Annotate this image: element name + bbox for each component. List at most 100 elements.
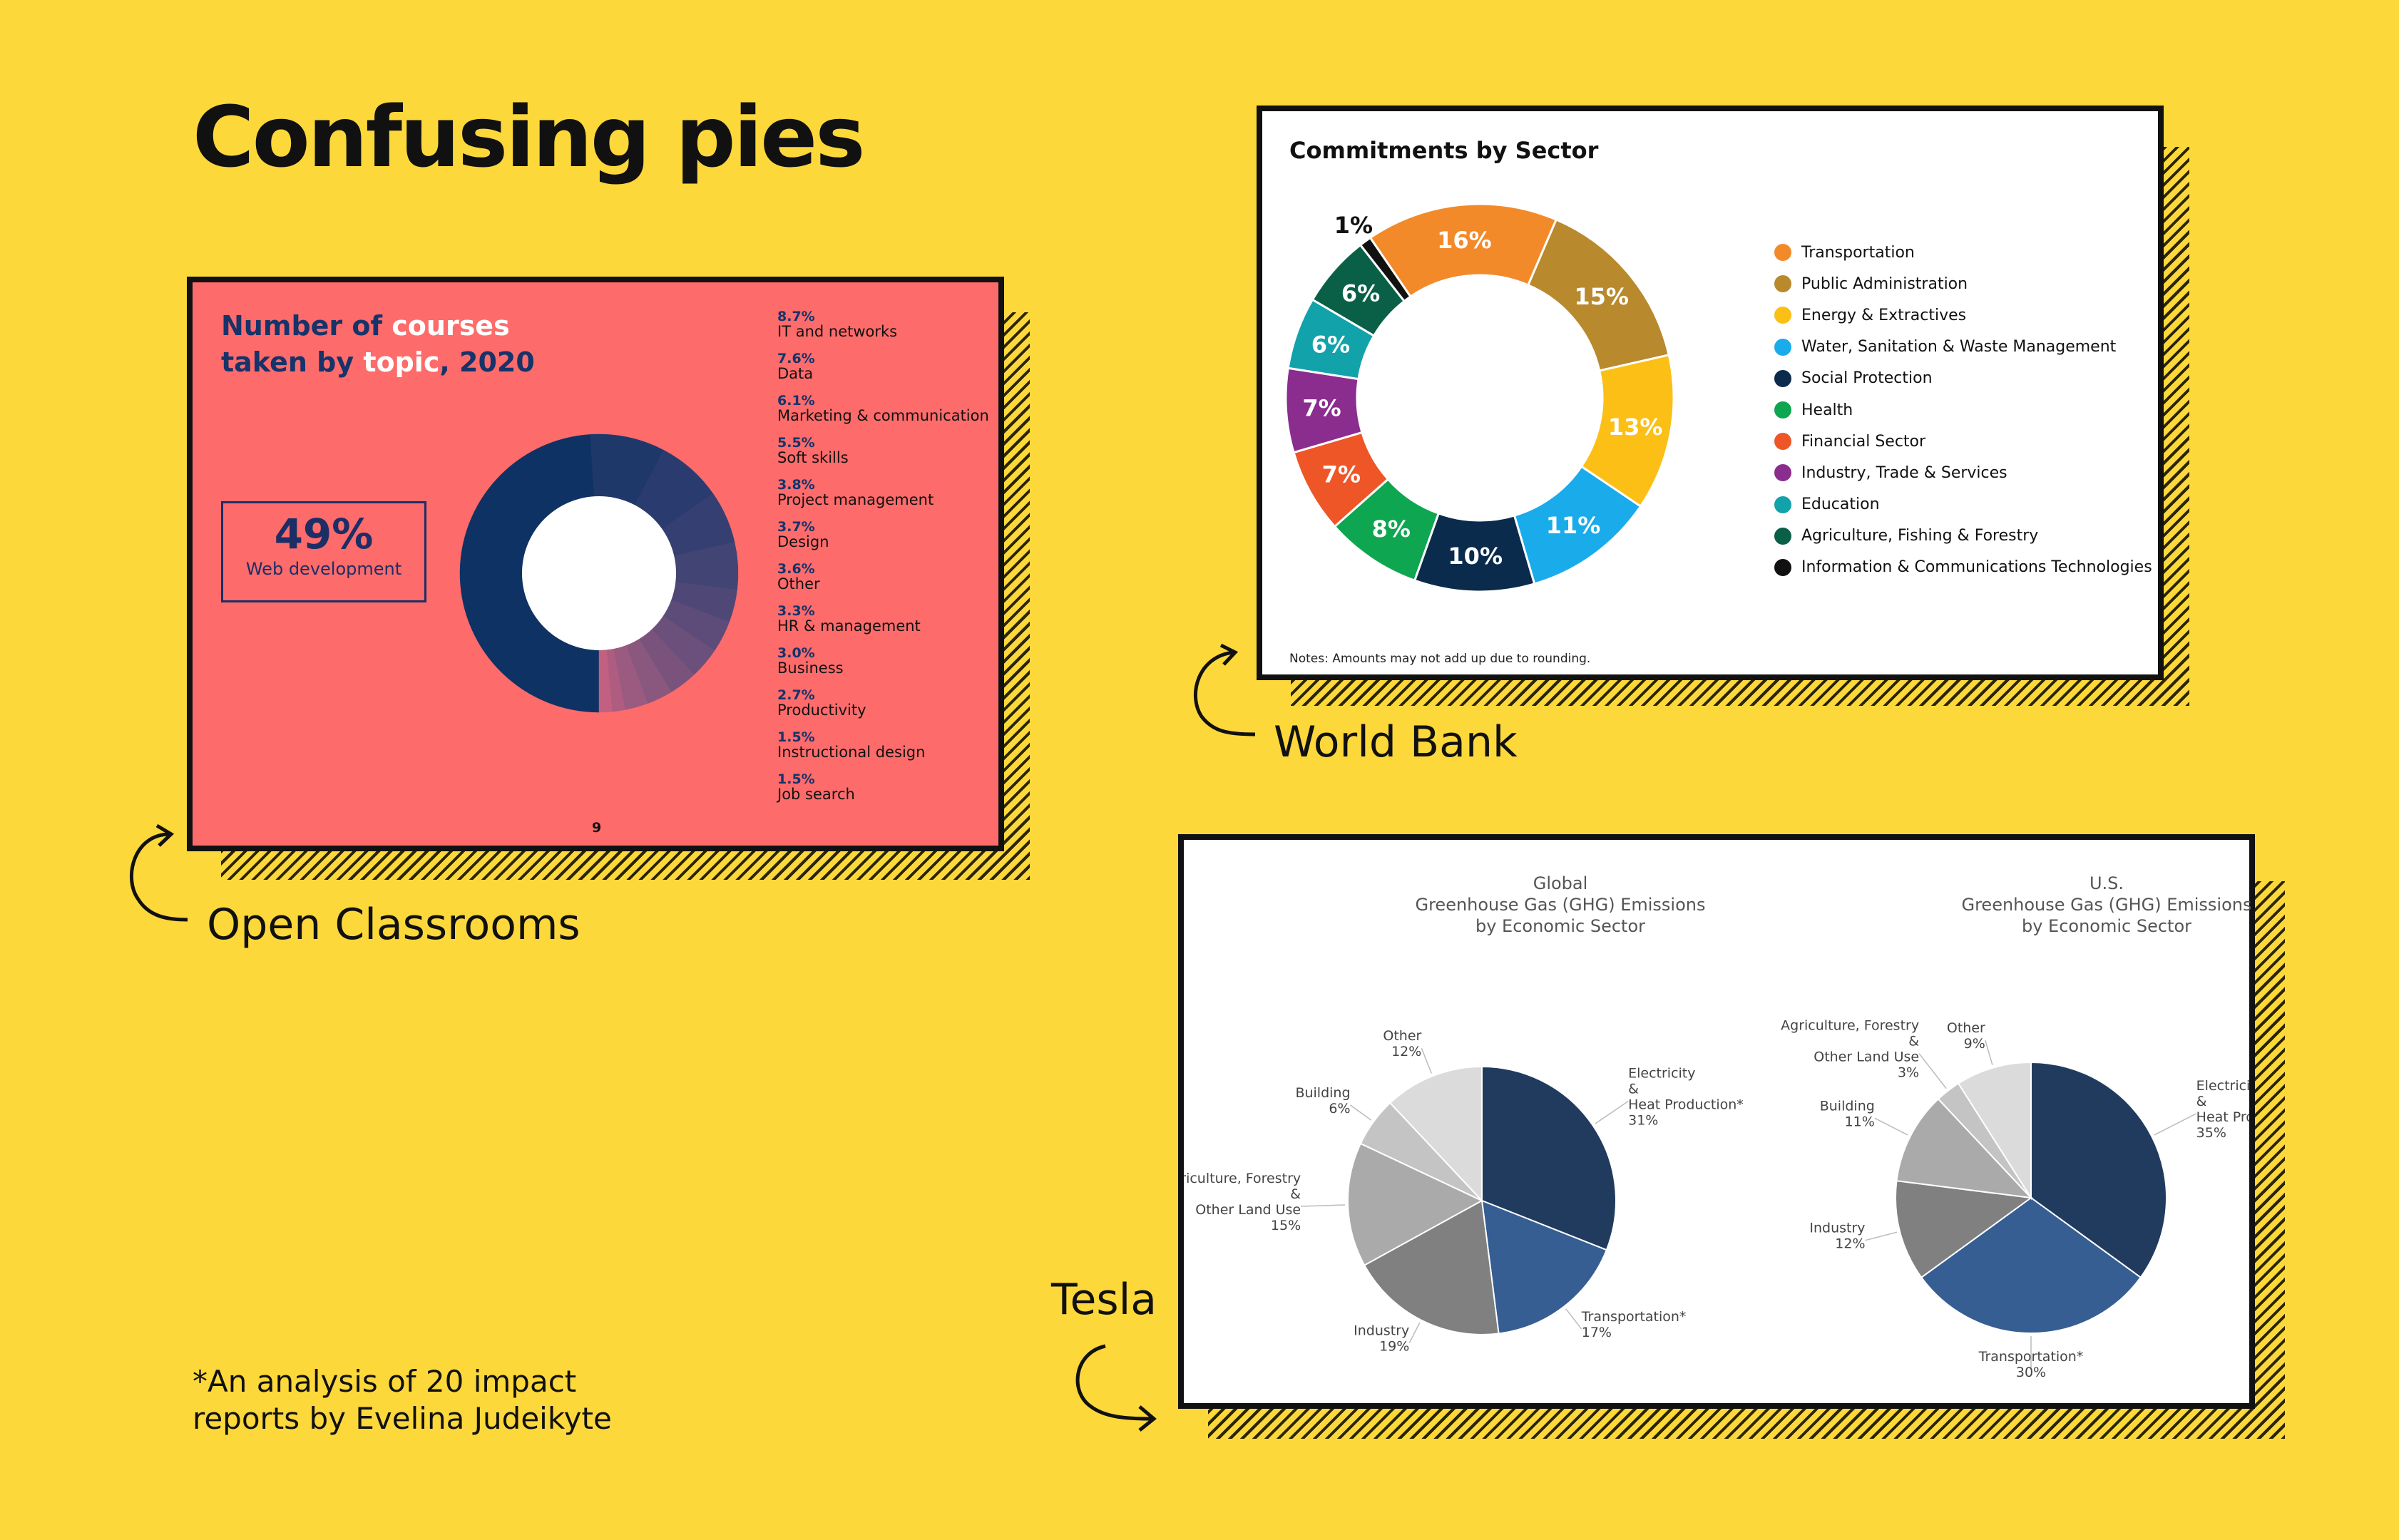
wb-slice-label: 1% [1334, 212, 1373, 239]
wb-legend-label: Water, Sanitation & Waste Management [1801, 338, 2117, 356]
tesla-us-title-line2: Greenhouse Gas (GHG) Emissions [1961, 895, 2252, 915]
wb-slice-label: 8% [1372, 515, 1411, 543]
wb-legend-label: Education [1801, 496, 1880, 514]
ts-us-slice-other [1957, 1061, 2032, 1201]
wb-legend-label: Transportation [1801, 243, 1915, 262]
oc-legend-item: 5.5% Soft skills [777, 436, 989, 478]
oc-legend-item: 3.8% Project management [777, 478, 989, 520]
oc-legend-value: 3.8% [777, 477, 815, 493]
wb-legend-swatch [1774, 338, 1791, 356]
ts-global-slice-electricity-heat-production [1481, 1065, 1617, 1251]
oc-legend-label: Other [777, 575, 820, 592]
ts-global-slice-industry [1363, 1199, 1500, 1335]
wb-legend-swatch [1774, 275, 1791, 293]
ts-global-leader-line [1301, 1204, 1346, 1207]
oc-callout-value: 49% [274, 510, 374, 558]
wb-chart-title: Commitments by Sector [1289, 137, 1599, 164]
ts-global-leader-line [1350, 1104, 1372, 1121]
wb-legend-label: Financial Sector [1801, 432, 1926, 451]
oc-legend-item: 8.7% IT and networks [777, 309, 989, 351]
ts-global-slice-label: Other 12% [1383, 1028, 1421, 1059]
tesla-panel: Global Greenhouse Gas (GHG) Emissions by… [1178, 834, 2255, 1409]
open-classrooms-panel: Number of courses taken by topic, 2020 4… [187, 277, 1004, 851]
oc-callout-label: Web development [245, 559, 402, 579]
footnote: *An analysis of 20 impact reports by Eve… [193, 1363, 612, 1437]
wb-donut-chart: 16% 15% 13% 11% 10% 8% 7% 7% 6% 6% 1% [1284, 202, 1675, 593]
wb-legend-swatch [1774, 369, 1791, 387]
ts-us-slice-transportation [1920, 1196, 2142, 1334]
tesla-global-title-line1: Global [1533, 873, 1588, 893]
ts-us-slice-label: Other 9% [1947, 1020, 1985, 1052]
tesla-global-title: Global Greenhouse Gas (GHG) Emissions by… [1346, 873, 1774, 937]
oc-legend-item: 3.3% HR & management [777, 604, 989, 646]
wb-slice-label: 10% [1448, 543, 1503, 570]
wb-note: Notes: Amounts may not add up due to rou… [1289, 652, 1591, 666]
ts-global-slice-label: Transportation* 17% [1581, 1309, 1687, 1340]
ts-global-slice-transportation [1480, 1199, 1608, 1335]
wb-slice-label: 7% [1302, 395, 1341, 422]
oc-legend-item: 6.1% Marketing & communication [777, 394, 989, 436]
oc-title-part4: topic [363, 346, 440, 378]
wb-legend-item: Health [1774, 394, 2152, 426]
oc-legend-label: Data [777, 365, 814, 382]
ts-us-slice-electricity-heat-production [2030, 1061, 2167, 1279]
oc-legend-item: 7.6% Data [777, 351, 989, 394]
wb-slice-label: 6% [1311, 331, 1350, 358]
ts-global-leader-line [1408, 1322, 1421, 1343]
oc-legend-item: 2.7% Productivity [777, 688, 989, 730]
wb-legend-item: Public Administration [1774, 268, 2152, 299]
wb-legend-item: Social Protection [1774, 363, 2152, 394]
oc-title-part2: courses [392, 310, 510, 342]
page-title: Confusing pies [193, 88, 865, 186]
oc-legend-value: 1.5% [777, 771, 815, 787]
oc-callout: 49% Web development [221, 501, 426, 602]
oc-legend-label: Productivity [777, 702, 866, 719]
ts-us-leader-line [1865, 1231, 1898, 1241]
wb-legend-item: Financial Sector [1774, 426, 2152, 457]
oc-legend-item: 3.6% Other [777, 562, 989, 604]
caption-tesla: Tesla [1051, 1275, 1157, 1325]
ts-us-slice-label: Transportation* 30% [1978, 1349, 2084, 1380]
world-bank-panel: Commitments by Sector 16% 15% 13% 11% 10% 8% 7… [1257, 106, 2164, 680]
wb-slice-label: 6% [1341, 280, 1380, 307]
wb-legend-swatch [1774, 464, 1791, 482]
tesla-us-title-line1: U.S. [2089, 873, 2124, 893]
ts-us-leader-line [1985, 1040, 1993, 1065]
oc-legend-label: Business [777, 659, 844, 677]
oc-legend-label: Job search [777, 786, 855, 803]
wb-legend-label: Industry, Trade & Services [1801, 463, 2007, 482]
wb-slice-label: 13% [1608, 414, 1663, 441]
oc-legend-value: 7.6% [777, 351, 815, 366]
oc-legend-item: 3.7% Design [777, 520, 989, 562]
wb-slice-label: 11% [1546, 512, 1601, 539]
wb-legend-label: Social Protection [1801, 369, 1933, 388]
wb-legend-swatch [1774, 307, 1791, 324]
oc-legend-label: Project management [777, 491, 934, 508]
oc-legend-item: 1.5% Job search [777, 772, 989, 814]
ts-global-slice-label: Electricity & Heat Production* 31% [1628, 1066, 1744, 1129]
tesla-curved-arrow-icon [1075, 1344, 1157, 1432]
oc-legend-label: Instructional design [777, 744, 926, 761]
wb-curved-arrow-icon [1194, 643, 1256, 736]
oc-title-part3: taken by [221, 346, 364, 378]
wb-legend-item: Agriculture, Fishing & Forestry [1774, 520, 2152, 552]
caption-world-bank: World Bank [1274, 717, 1518, 767]
wb-legend-label: Health [1801, 401, 1853, 419]
wb-legend-label: Energy & Extractives [1801, 306, 1967, 324]
oc-legend-value: 8.7% [777, 309, 815, 324]
oc-legend-label: Soft skills [777, 449, 849, 466]
oc-legend-label: HR & management [777, 617, 921, 635]
oc-donut-chart [459, 433, 739, 713]
tesla-global-title-line2: Greenhouse Gas (GHG) Emissions [1415, 895, 1706, 915]
oc-legend-value: 3.7% [777, 519, 815, 535]
oc-donut-hole [522, 496, 676, 650]
oc-title-part1: Number of [221, 310, 392, 342]
oc-chart-title: Number of courses taken by topic, 2020 [221, 308, 535, 380]
tesla-us-title-line3: by Economic Sector [2021, 916, 2192, 936]
oc-legend-list: 8.7% IT and networks 7.6% Data 6.1% Marketing… [777, 309, 989, 814]
oc-title-part5: , 2020 [439, 346, 535, 378]
ts-us-slice-label: Agriculture, Forestry & Other Land Use 3% [1781, 1018, 1919, 1081]
wb-slice-information-communications-technologies [1359, 236, 1412, 303]
oc-legend-value: 6.1% [777, 393, 815, 409]
